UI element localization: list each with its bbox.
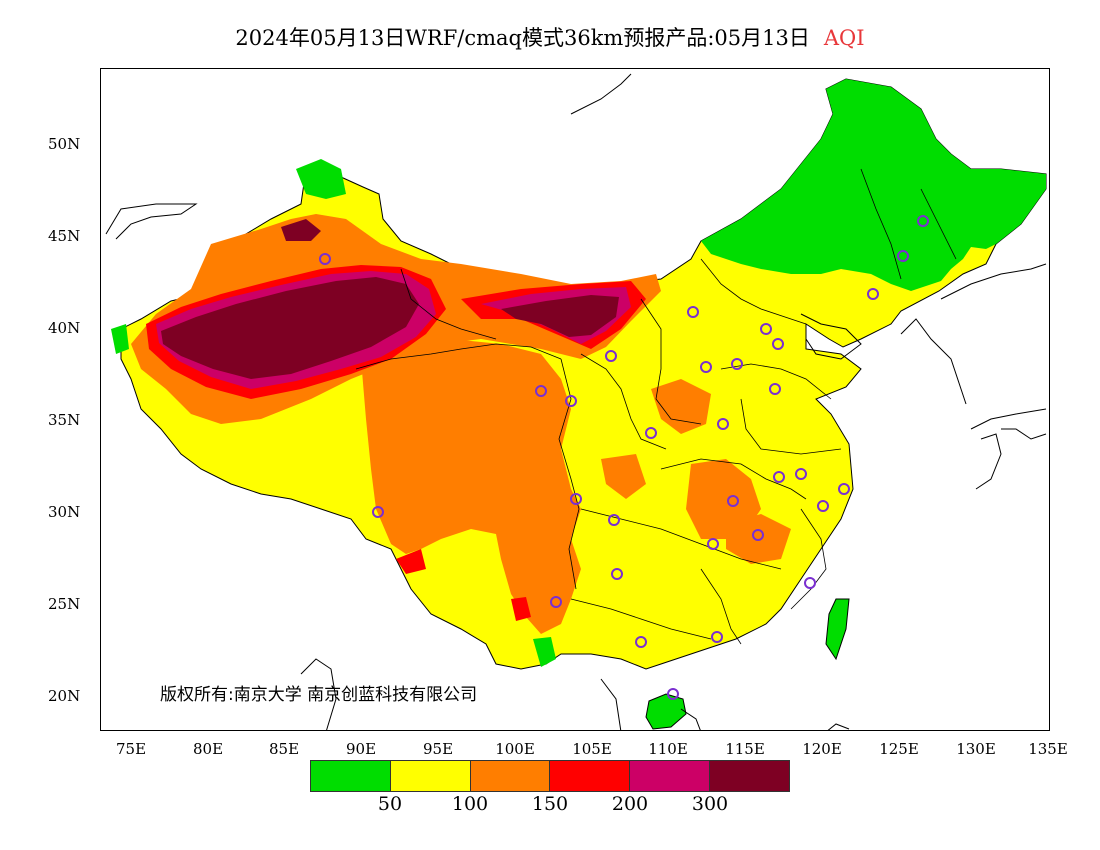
tibet-sichuan-orange-zone [361, 339, 581, 634]
gansu-hazardous-zone [501, 295, 619, 337]
legend-box-unhealthy [550, 761, 631, 791]
legend-box-sensitive [470, 761, 551, 791]
lat-label-25: 25N [48, 595, 81, 613]
tarim-hazardous-zone [161, 277, 419, 379]
lat-label-35: 35N [48, 411, 81, 429]
lon-label-110: 110E [648, 740, 688, 758]
yunnan-good-zone [533, 637, 556, 667]
lon-label-130: 130E [956, 740, 996, 758]
lon-label-90: 90E [345, 740, 377, 758]
province-borders [355, 168, 957, 645]
lon-label-120: 120E [802, 740, 842, 758]
legend-box-hazardous [710, 761, 789, 791]
legend-box-very-unhealthy [630, 761, 711, 791]
legend-label-200: 200 [611, 793, 649, 815]
gansu-orange-zone [601, 454, 646, 499]
legend-label-300: 300 [691, 793, 729, 815]
lat-label-40: 40N [48, 319, 81, 337]
lon-label-75: 75E [115, 740, 147, 758]
station-markers [319, 215, 929, 700]
lat-label-20: 20N [48, 687, 81, 705]
aqi-legend [310, 760, 790, 792]
title-product: AQI [823, 26, 865, 50]
tibet-red-zone [396, 549, 426, 574]
lon-label-85: 85E [268, 740, 300, 758]
legend-label-150: 150 [531, 793, 569, 815]
legend-label-100: 100 [451, 793, 489, 815]
legend-box-moderate [390, 761, 471, 791]
lon-label-105: 105E [572, 740, 612, 758]
map-frame[interactable] [100, 68, 1050, 731]
altai-good-zone [296, 159, 346, 199]
lon-label-80: 80E [192, 740, 224, 758]
northeast-good-zone [701, 79, 1046, 291]
lon-label-100: 100E [495, 740, 535, 758]
west-good-zone [111, 324, 129, 354]
lon-label-95: 95E [422, 740, 454, 758]
legend-box-good [311, 761, 391, 791]
yunnan-red-zone [511, 597, 531, 621]
lat-label-50: 50N [48, 135, 81, 153]
hainan-island [645, 693, 687, 730]
lat-label-45: 45N [48, 227, 81, 245]
lon-label-135: 135E [1028, 740, 1068, 758]
lon-label-125: 125E [879, 740, 919, 758]
central-orange-zone [651, 379, 711, 434]
taiwan-island [825, 598, 850, 661]
legend-label-50: 50 [377, 793, 403, 815]
copyright-text: 版权所有:南京大学 南京创蓝科技有限公司 [160, 685, 478, 705]
aqi-map [105, 73, 1047, 730]
hubei-orange-zone [686, 459, 761, 539]
lat-label-30: 30N [48, 503, 81, 521]
junggar-hazardous-zone [281, 219, 321, 241]
neighbor-coastlines [105, 73, 1047, 730]
lon-label-115: 115E [725, 740, 765, 758]
map-title: 2024年05月13日WRF/cmaq模式36km预报产品:05月13日 AQI [0, 22, 1100, 52]
title-main: 2024年05月13日WRF/cmaq模式36km预报产品:05月13日 [235, 26, 810, 50]
